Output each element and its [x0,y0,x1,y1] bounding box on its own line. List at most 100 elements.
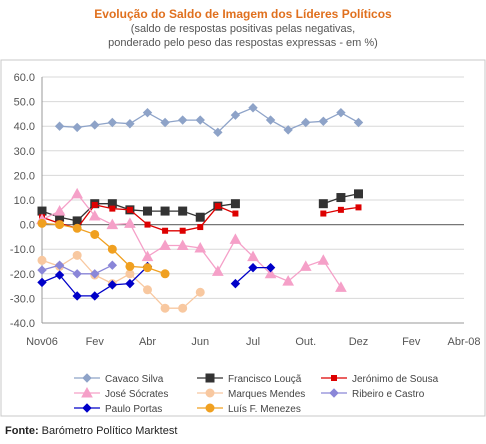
x-tick-label: Abr [139,336,156,348]
data-point [265,262,276,273]
data-point [109,205,116,212]
data-point [55,220,65,230]
data-point [142,107,153,118]
legend-label: Ribeiro e Castro [352,389,425,400]
data-point [125,119,135,129]
data-point [160,117,170,128]
y-tick-label: 10.0 [14,195,35,207]
series-line [59,107,359,134]
data-point [335,281,347,292]
legend-swatch-marker [205,373,215,383]
x-tick-label: Out. [295,336,316,348]
data-point [72,122,82,133]
data-point [126,206,133,213]
y-tick-label: 20.0 [14,170,35,182]
data-point [336,107,346,118]
data-point [160,303,170,313]
data-point [354,189,363,199]
data-point [125,261,135,271]
data-point [282,275,295,286]
data-point [90,120,100,130]
data-point [301,117,311,128]
data-point [178,206,188,216]
series-lu-s-f-menezes [37,218,170,279]
y-tick-label: 40.0 [14,121,35,133]
data-point [211,265,224,276]
data-point [71,187,84,199]
data-point [213,127,223,138]
legend-swatch-marker [82,403,92,413]
chart-subtitle-line-2: ponderado pelo peso das respostas expres… [108,37,378,49]
data-point [318,116,329,126]
data-point [230,110,241,120]
series-line [41,192,342,288]
data-point [232,210,239,217]
source-label: Fonte: [5,425,39,437]
chart-frame [0,59,486,417]
legend-swatch-marker [205,403,215,413]
x-tick-label: Jul [246,336,260,348]
legend-label: Marques Mendes [228,389,305,400]
x-axis: Nov06 Fev Abr Jun Jul Out. Dez Fev Abr-08 [26,322,481,348]
data-point [72,291,82,301]
data-point [299,260,312,271]
data-point [90,269,100,279]
data-point [107,260,118,270]
data-point [107,244,117,254]
y-tick-label: -40.0 [10,318,35,330]
series-marques-mendes [37,250,205,313]
data-point [72,223,82,233]
data-point [195,212,205,222]
chart-subtitle-line-1: (saldo de respostas positivas pelas nega… [130,23,356,35]
y-tick-label: 30.0 [14,146,35,158]
series-line [41,203,236,222]
data-point [283,125,293,135]
data-point [355,204,362,211]
data-point [160,269,170,279]
y-tick-label: 0.0 [20,220,35,232]
x-tick-label: Fev [86,336,105,348]
y-tick-label: -10.0 [10,244,35,256]
data-point [107,117,118,128]
data-point [178,303,188,313]
data-point [141,250,154,262]
data-point [37,277,47,288]
y-axis: 60.0 50.0 40.0 30.0 20.0 10.0 0.0 -10.0 -20.0 -30… [10,72,43,330]
legend: Cavaco Silva Francisco Louçã Jerónimo de S… [74,373,439,415]
data-point [230,278,241,289]
data-point [195,115,205,125]
legend-label: José Sócrates [105,389,168,400]
data-point [143,263,152,273]
series-paulo-portas [37,261,276,301]
source-note: Fonte: Barómetro Político Marktest [5,425,177,437]
data-point [230,199,240,209]
data-point [88,209,101,221]
x-tick-label: Dez [349,336,369,348]
data-point [54,260,65,270]
x-tick-label: Nov06 [26,336,58,348]
legend-item: Marques Mendes [197,388,305,400]
legend-swatch-marker [331,375,337,381]
data-point [90,229,100,239]
x-tick-label: Fev [402,336,421,348]
legend-label: Luís F. Menezes [228,404,301,415]
series-cavaco-silva [54,103,364,138]
data-point [72,250,82,260]
data-point [125,269,135,279]
data-point [318,199,328,209]
data-point [194,241,207,253]
legend-label: Jerónimo de Sousa [352,374,439,385]
data-point [247,250,259,262]
legend-item: Jerónimo de Sousa [321,374,439,385]
gridlines [42,76,464,324]
legend-swatch-marker [205,388,215,398]
data-point [143,285,152,295]
data-point [37,218,47,228]
y-tick-label: 50.0 [14,97,35,109]
data-point [159,239,171,251]
data-point [107,280,118,290]
x-tick-label: Jun [191,336,209,348]
data-point [195,287,205,297]
series-francisco-lou- [37,189,363,226]
data-point [37,265,47,275]
